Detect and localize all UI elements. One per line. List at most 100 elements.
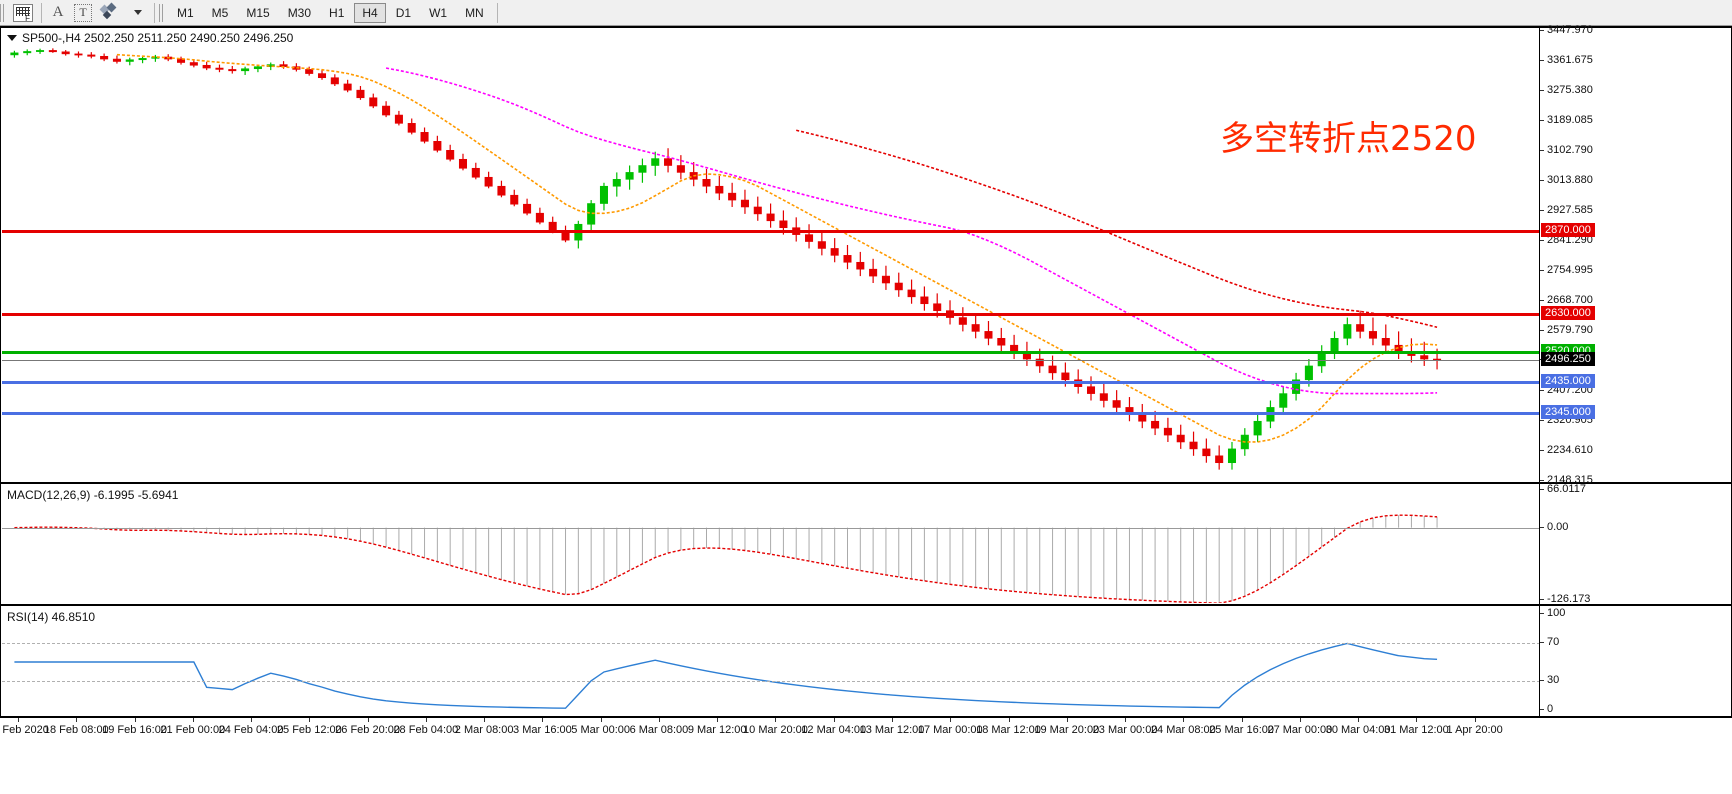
timeframe-button-m5[interactable]: M5 [204,3,237,23]
timeframe-button-w1[interactable]: W1 [421,3,455,23]
macd-plot-canvas[interactable] [2,485,1540,603]
macd-zero-line [2,527,1540,529]
macd-scale-tick: -126.173 [1540,594,1590,605]
rsi-scale-tick: 70 [1540,636,1559,648]
price-pane[interactable]: 多空转折点2520 SP500-,H4 2502.250 2511.250 24… [0,25,1732,485]
time-axis-label: 25 Mar 16:00 [1209,724,1275,736]
time-axis-label: 2 Mar 08:00 [454,724,514,736]
price-tag-2435-000: 2435.000 [1541,373,1595,388]
objects-dropdown-button[interactable] [96,2,126,24]
time-axis-tick [1183,718,1185,722]
level-line-2520-000[interactable] [2,351,1540,355]
ma-magenta [385,67,1438,395]
time-axis-tick [1008,718,1010,722]
macd-scale-tick: 0.00 [1540,521,1568,533]
current-price-line [2,360,1540,362]
time-axis-tick [76,718,78,722]
time-axis-tick [658,718,660,722]
timeframe-label: MN [465,5,484,20]
price-scale-tick: 2234.610 [1540,444,1593,456]
time-axis-tick [1125,718,1127,722]
level-line-2345-000[interactable] [2,411,1540,415]
rsi-pane[interactable]: RSI(14) 46.8510 100 70 30 0 [0,605,1732,717]
time-axis-label: 26 Feb 20:00 [335,724,401,736]
price-scale-tick: 2841.290 [1540,235,1593,246]
main-toolbar: A T M1 M5 M15 M30 H1 H4 D1 W1 MN [0,0,1732,26]
macd-label: MACD(12,26,9) -6.1995 -5.6941 [7,488,179,502]
macd-series-svg [14,514,1438,603]
rsi-scale-tick: 30 [1540,675,1559,686]
time-axis-label: 27 Mar 00:00 [1267,724,1333,736]
price-plot-canvas[interactable]: 多空转折点2520 [2,29,1540,481]
time-axis-tick [425,718,427,722]
macd-pane[interactable]: MACD(12,26,9) -6.1995 -5.6941 66.0117 0.0… [0,483,1732,605]
price-scale-tick: 2407.200 [1540,385,1593,396]
price-scale[interactable]: 3447.970 3361.675 3275.380 3189.085 3102.790… [1539,25,1731,485]
macd-scale[interactable]: 66.0117 0.00 -126.173 [1539,483,1731,605]
objects-dropdown-caret[interactable] [126,2,150,24]
ma-red [796,129,1438,329]
timeframe-button-m30[interactable]: M30 [280,3,319,23]
time-axis-label: 24 Mar 08:00 [1150,724,1216,736]
timeframe-label: M15 [246,5,270,20]
crosshair-cursor-tool-button[interactable] [9,2,37,24]
text-box-tool-button[interactable]: T [70,2,96,24]
timeframe-button-m15[interactable]: M15 [238,3,277,23]
time-axis-label: 10 Mar 20:00 [743,724,808,736]
macd-scale-tick: 66.0117 [1540,483,1586,495]
time-axis-label: 19 Mar 20:00 [1034,724,1100,736]
price-scale-tick: 3275.380 [1540,85,1593,96]
time-axis-label: 25 Feb 12:00 [276,724,342,736]
timeframe-label: M30 [287,5,312,20]
timeframe-label: D1 [395,5,412,20]
time-axis-tick [1066,718,1068,722]
time-axis-label: 17 Feb 2020 [0,724,49,736]
time-axis-tick [1474,718,1476,722]
time-axis-tick [134,718,136,722]
timeframe-label: W1 [429,5,448,20]
chart-annotation-text: 多空转折点2520 [1220,119,1477,159]
price-scale-tick: 2579.790 [1540,325,1593,336]
level-line-2435-000[interactable] [2,380,1540,384]
time-axis-label: 12 Mar 04:00 [801,724,867,736]
time-axis-tick [950,718,952,722]
price-tag-2496-250: 2496.250 [1541,352,1595,367]
timeframe-label: H4 [362,5,378,20]
time-axis-tick [367,718,369,722]
collapse-chevron-icon[interactable] [7,35,17,41]
rsi-scale[interactable]: 100 70 30 0 [1539,606,1731,716]
toolbar-grip[interactable] [0,3,6,22]
text-label-tool-button[interactable]: A [46,2,70,24]
time-axis-label: 23 Mar 00:00 [1092,724,1158,736]
price-scale-tick: 3361.675 [1540,55,1593,66]
rsi-plot-canvas[interactable] [2,607,1540,715]
text-box-icon: T [74,3,92,22]
time-axis-tick [717,718,719,722]
timeframe-button-m1[interactable]: M1 [169,3,202,23]
timeframe-button-h1[interactable]: H1 [321,3,352,23]
timeframe-button-mn[interactable]: MN [457,3,492,23]
time-axis-tick [542,718,544,722]
chart-header-text: SP500-,H4 2502.250 2511.250 2490.250 249… [22,31,294,45]
chart-area: 多空转折点2520 SP500-,H4 2502.250 2511.250 24… [0,25,1732,794]
price-scale-tick: 2668.700 [1540,294,1593,306]
price-tag-2630-000: 2630.000 [1541,306,1595,321]
level-line-2870-000[interactable] [2,230,1540,234]
time-axis-tick [891,718,893,722]
time-axis-label: 5 Mar 00:00 [571,724,631,736]
time-axis-tick [192,718,194,722]
timeframe-group-grip[interactable] [159,3,165,22]
time-axis-label: 24 Feb 04:00 [218,724,284,736]
price-scale-tick: 3189.085 [1540,114,1593,126]
timeframe-button-h4[interactable]: H4 [354,2,386,23]
text-a-icon: A [52,4,64,20]
time-axis-tick [484,718,486,722]
level-line-2630-000[interactable] [2,313,1540,317]
time-axis-label: 3 Mar 16:00 [513,724,572,736]
price-scale-tick: 2320.905 [1540,414,1593,426]
price-scale-tick: 3447.970 [1540,25,1593,36]
time-axis-tick [775,718,777,722]
timeframe-button-d1[interactable]: D1 [388,3,419,23]
